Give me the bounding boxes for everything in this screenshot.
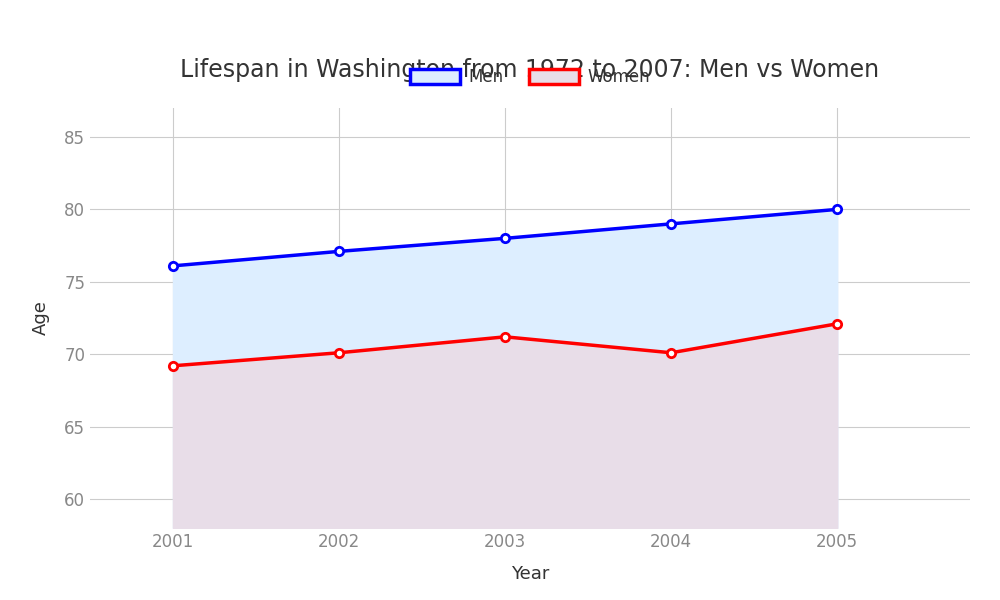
Y-axis label: Age: Age [32, 301, 50, 335]
Legend: Men, Women: Men, Women [404, 62, 656, 93]
Title: Lifespan in Washington from 1972 to 2007: Men vs Women: Lifespan in Washington from 1972 to 2007… [180, 58, 880, 82]
X-axis label: Year: Year [511, 565, 549, 583]
